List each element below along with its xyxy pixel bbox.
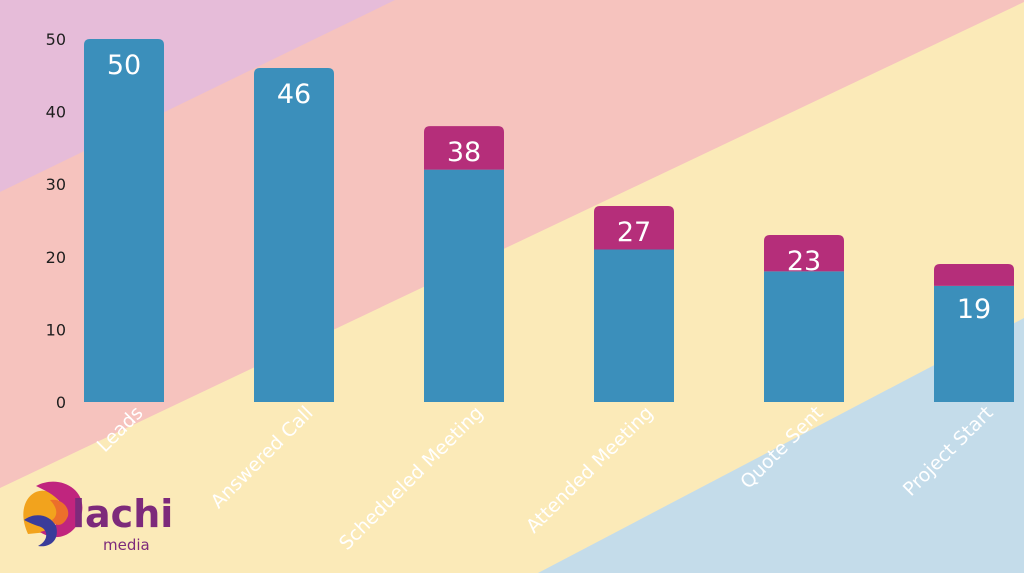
- bar-segment-1: [84, 39, 164, 402]
- bar-segment-1: [764, 271, 844, 402]
- logo: lachi media: [23, 481, 173, 554]
- bar-segment-1: [934, 285, 1014, 402]
- bar-segment-2: [934, 264, 1014, 286]
- y-tick-label: 50: [46, 30, 66, 49]
- logo-tagline: media: [103, 536, 150, 554]
- y-axis: 0 10 20 30 40 50: [46, 30, 66, 412]
- logo-name: lachi: [72, 492, 173, 536]
- y-tick-label: 20: [46, 248, 66, 267]
- data-label: 19: [957, 294, 991, 325]
- swirl-logo-icon: [23, 481, 83, 547]
- bar-segment-1: [424, 169, 504, 402]
- data-label: 27: [617, 217, 651, 248]
- bar-segment-2: [764, 235, 844, 272]
- y-tick-label: 10: [46, 320, 66, 339]
- bg-stripe-blue: [538, 318, 1024, 573]
- bar-segment-1: [594, 249, 674, 402]
- data-label: 46: [277, 79, 311, 110]
- y-tick-label: 40: [46, 103, 66, 122]
- data-label: 23: [787, 246, 821, 277]
- data-label: 50: [107, 50, 141, 81]
- bars: [84, 39, 1014, 402]
- data-label: 38: [447, 137, 481, 168]
- bar-segment-1: [254, 68, 334, 402]
- y-tick-label: 0: [56, 393, 66, 412]
- bar-segment-2: [594, 205, 674, 250]
- data-labels: 50 46 38 27 23 19: [107, 50, 991, 325]
- bar-segment-2: [424, 126, 504, 170]
- y-tick-label: 30: [46, 175, 66, 194]
